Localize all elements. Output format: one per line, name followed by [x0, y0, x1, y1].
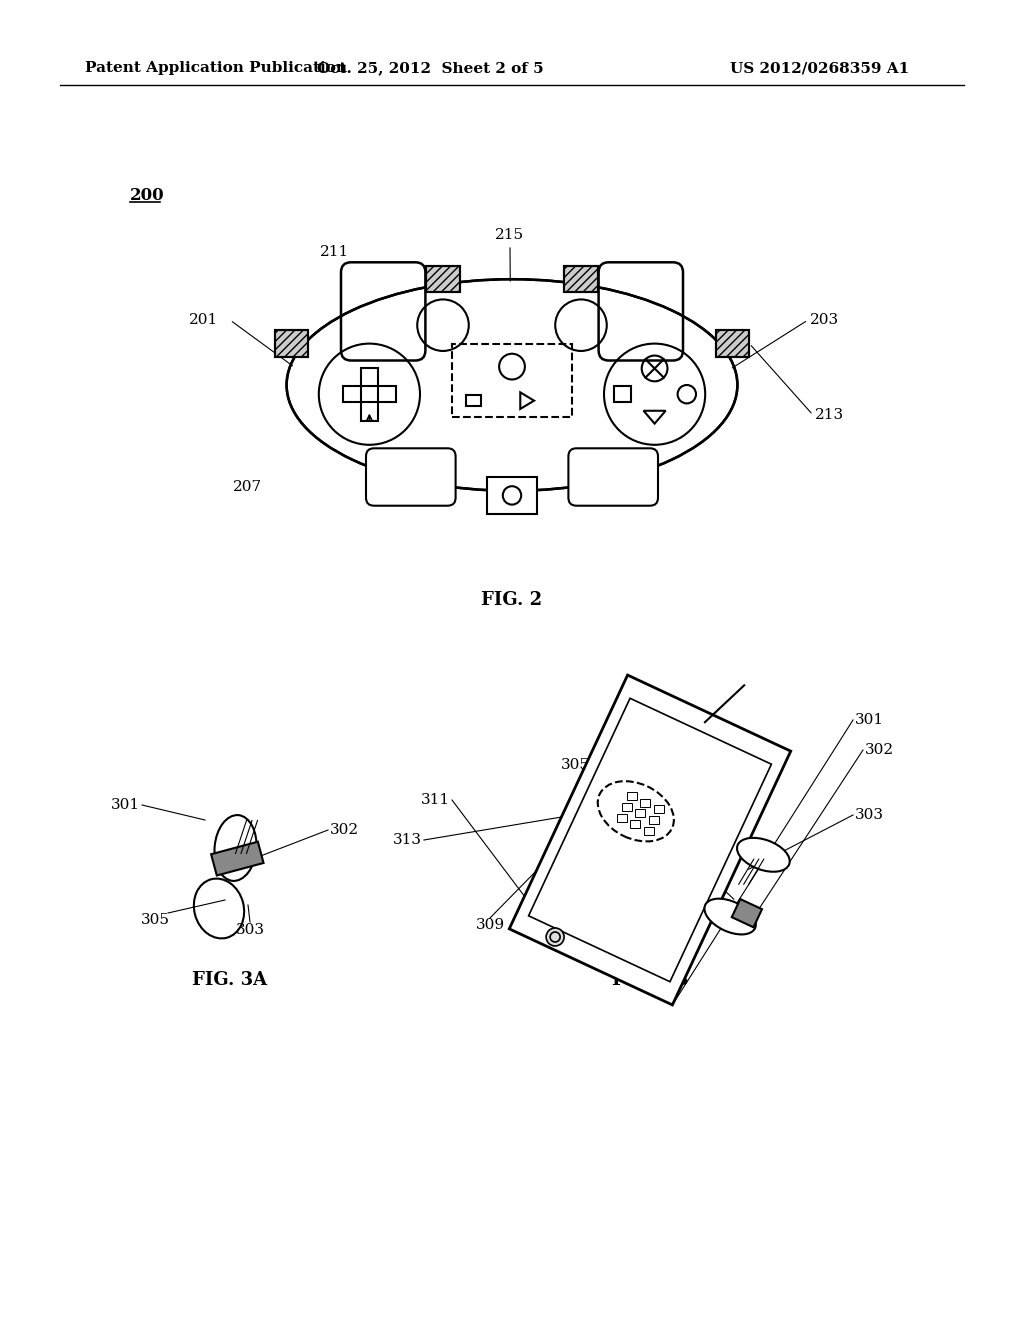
Bar	[426, 267, 460, 292]
Bar	[627, 792, 637, 800]
Bar	[453, 343, 571, 417]
Bar	[622, 803, 632, 810]
Text: 309: 309	[475, 917, 505, 932]
Text: FIG. 3A: FIG. 3A	[193, 972, 267, 989]
Text: 203: 203	[810, 313, 839, 327]
Bar	[644, 826, 654, 834]
FancyBboxPatch shape	[366, 449, 456, 506]
Text: 215: 215	[496, 228, 524, 242]
Text: 301: 301	[111, 799, 140, 812]
Bar	[274, 330, 308, 358]
Bar	[426, 267, 460, 292]
Ellipse shape	[705, 899, 756, 935]
Text: Oct. 25, 2012  Sheet 2 of 5: Oct. 25, 2012 Sheet 2 of 5	[316, 61, 544, 75]
Polygon shape	[509, 675, 791, 1005]
Text: Patent Application Publication: Patent Application Publication	[85, 61, 347, 75]
Bar	[564, 267, 598, 292]
Text: 307: 307	[620, 855, 649, 869]
Bar	[564, 267, 598, 292]
Bar	[654, 805, 664, 813]
Text: 301: 301	[855, 713, 884, 727]
Bar	[274, 330, 308, 358]
Text: 306: 306	[650, 913, 680, 927]
Ellipse shape	[289, 281, 735, 488]
Bar	[649, 816, 658, 824]
Text: US 2012/0268359 A1: US 2012/0268359 A1	[730, 61, 909, 75]
Text: 311: 311	[421, 793, 450, 807]
FancyBboxPatch shape	[487, 478, 537, 513]
Circle shape	[546, 928, 564, 946]
Text: 211: 211	[321, 246, 349, 259]
Bar	[716, 330, 750, 358]
Bar	[466, 395, 480, 407]
FancyBboxPatch shape	[568, 449, 658, 506]
Bar	[732, 899, 762, 928]
Ellipse shape	[737, 838, 790, 871]
Bar	[635, 809, 645, 817]
Text: 305: 305	[140, 913, 170, 927]
Bar	[211, 842, 263, 875]
Text: 305: 305	[561, 758, 590, 772]
Text: 302: 302	[865, 743, 894, 756]
Bar	[343, 385, 396, 403]
Text: 303: 303	[855, 808, 884, 822]
Text: 209: 209	[443, 323, 473, 337]
Bar	[640, 799, 650, 807]
Text: 207: 207	[233, 480, 262, 494]
Text: 213: 213	[815, 408, 844, 422]
Text: FIG. 3B: FIG. 3B	[611, 972, 688, 989]
Text: FIG. 2: FIG. 2	[481, 591, 543, 609]
Text: 205: 205	[385, 490, 415, 504]
Text: 313: 313	[393, 833, 422, 847]
Bar	[616, 814, 627, 822]
Bar	[361, 367, 378, 421]
Text: 200: 200	[130, 186, 165, 203]
Bar	[630, 820, 640, 828]
Text: 201: 201	[188, 313, 218, 327]
Text: 302: 302	[330, 822, 359, 837]
Bar	[716, 330, 750, 358]
Bar	[614, 385, 631, 403]
Text: 303: 303	[236, 923, 264, 937]
